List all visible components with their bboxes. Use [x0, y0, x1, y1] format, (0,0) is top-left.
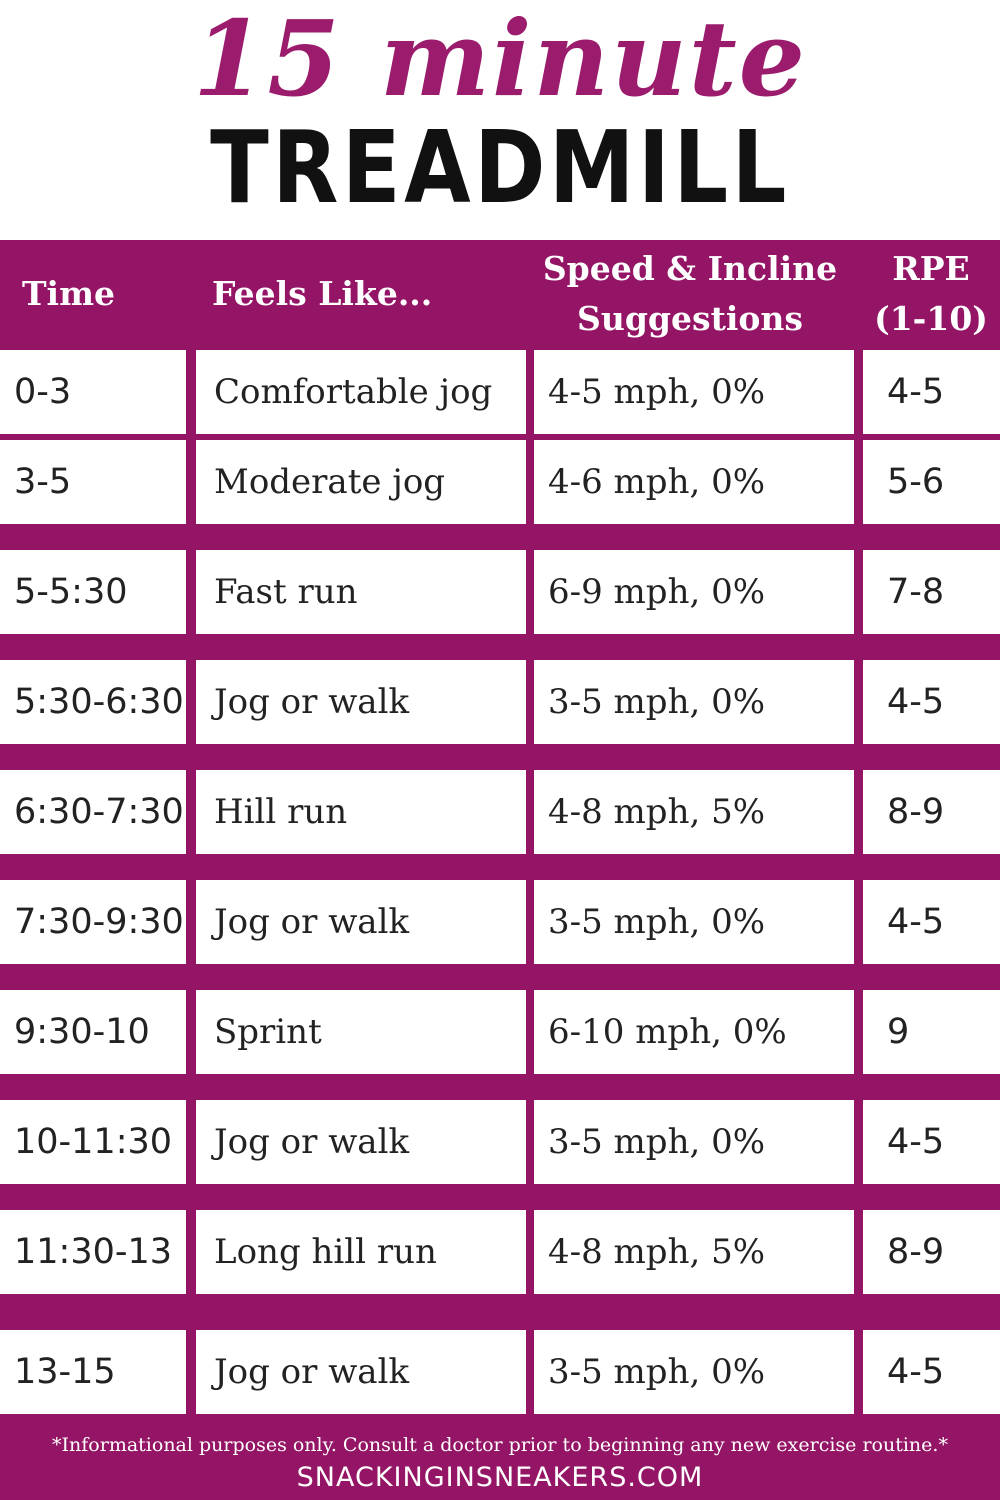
feels-like-cell: Fast run — [196, 550, 526, 634]
footer: *Informational purposes only. Consult a … — [0, 1425, 1000, 1500]
title-script: 15 minute — [193, 0, 807, 120]
rpe-cell: 5-6 — [863, 440, 1000, 524]
time-cell: 10-11:30 — [0, 1100, 186, 1184]
table-header: Time Feels Like... Speed & Incline Sugge… — [0, 240, 1000, 348]
table-row: 6:30-7:30 Hill run 4-8 mph, 5% 8-9 — [0, 770, 1000, 854]
feels-like-cell: Comfortable jog — [196, 350, 526, 434]
rpe-cell: 4-5 — [863, 350, 1000, 434]
time-cell: 6:30-7:30 — [0, 770, 186, 854]
feels-like-cell: Jog or walk — [196, 1100, 526, 1184]
header-speed-line2: Suggestions — [577, 299, 803, 338]
time-cell: 13-15 — [0, 1330, 186, 1414]
page-title: TREADMILL WORKOUT! — [210, 109, 790, 346]
rpe-cell: 4-5 — [863, 880, 1000, 964]
time-cell: 3-5 — [0, 440, 186, 524]
time-cell: 5-5:30 — [0, 550, 186, 634]
feels-like-cell: Jog or walk — [196, 880, 526, 964]
feels-like-cell: Hill run — [196, 770, 526, 854]
time-cell: 11:30-13 — [0, 1210, 186, 1294]
table-row: 5:30-6:30 Jog or walk 3-5 mph, 0% 4-5 — [0, 660, 1000, 744]
rpe-cell: 8-9 — [863, 770, 1000, 854]
feels-like-cell: Jog or walk — [196, 660, 526, 744]
rpe-cell: 8-9 — [863, 1210, 1000, 1294]
table-row: 11:30-13 Long hill run 4-8 mph, 5% 8-9 — [0, 1210, 1000, 1294]
workout-table: Time Feels Like... Speed & Incline Sugge… — [0, 240, 1000, 1425]
speed-incline-cell: 6-10 mph, 0% — [534, 990, 854, 1074]
table-row: 5-5:30 Fast run 6-9 mph, 0% 7-8 — [0, 550, 1000, 634]
time-cell: 0-3 — [0, 350, 186, 434]
rpe-cell: 4-5 — [863, 1330, 1000, 1414]
speed-incline-cell: 4-5 mph, 0% — [534, 350, 854, 434]
header-speed-line1: Speed & Incline — [542, 249, 838, 288]
header-time: Time — [22, 274, 116, 313]
feels-like-cell: Long hill run — [196, 1210, 526, 1294]
rpe-cell: 4-5 — [863, 660, 1000, 744]
speed-incline-cell: 3-5 mph, 0% — [534, 880, 854, 964]
time-cell: 5:30-6:30 — [0, 660, 186, 744]
table-row: 7:30-9:30 Jog or walk 3-5 mph, 0% 4-5 — [0, 880, 1000, 964]
rpe-cell: 9 — [863, 990, 1000, 1074]
time-cell: 9:30-10 — [0, 990, 186, 1074]
rpe-cell: 7-8 — [863, 550, 1000, 634]
header-rpe: RPE (1-10) — [862, 240, 1000, 348]
speed-incline-cell: 4-6 mph, 0% — [534, 440, 854, 524]
speed-incline-cell: 3-5 mph, 0% — [534, 1100, 854, 1184]
feels-like-cell: Jog or walk — [196, 1330, 526, 1414]
feels-like-cell: Sprint — [196, 990, 526, 1074]
speed-incline-cell: 4-8 mph, 5% — [534, 1210, 854, 1294]
header-rpe-line2: (1-10) — [874, 299, 988, 338]
time-cell: 7:30-9:30 — [0, 880, 186, 964]
table-row: 9:30-10 Sprint 6-10 mph, 0% 9 — [0, 990, 1000, 1074]
table-row: 3-5 Moderate jog 4-6 mph, 0% 5-6 — [0, 440, 1000, 524]
header-feels-like: Feels Like... — [212, 274, 433, 313]
header-speed-incline: Speed & Incline Suggestions — [540, 240, 840, 348]
table-row: 10-11:30 Jog or walk 3-5 mph, 0% 4-5 — [0, 1100, 1000, 1184]
speed-incline-cell: 3-5 mph, 0% — [534, 660, 854, 744]
rpe-cell: 4-5 — [863, 1100, 1000, 1184]
feels-like-cell: Moderate jog — [196, 440, 526, 524]
speed-incline-cell: 3-5 mph, 0% — [534, 1330, 854, 1414]
table-row: 13-15 Jog or walk 3-5 mph, 0% 4-5 — [0, 1330, 1000, 1414]
disclaimer: *Informational purposes only. Consult a … — [52, 1434, 948, 1456]
speed-incline-cell: 4-8 mph, 5% — [534, 770, 854, 854]
speed-incline-cell: 6-9 mph, 0% — [534, 550, 854, 634]
site-link[interactable]: SNACKINGINSNEAKERS.COM — [296, 1462, 704, 1493]
header-rpe-line1: RPE — [892, 249, 970, 288]
table-row: 0-3 Comfortable jog 4-5 mph, 0% 4-5 — [0, 350, 1000, 434]
